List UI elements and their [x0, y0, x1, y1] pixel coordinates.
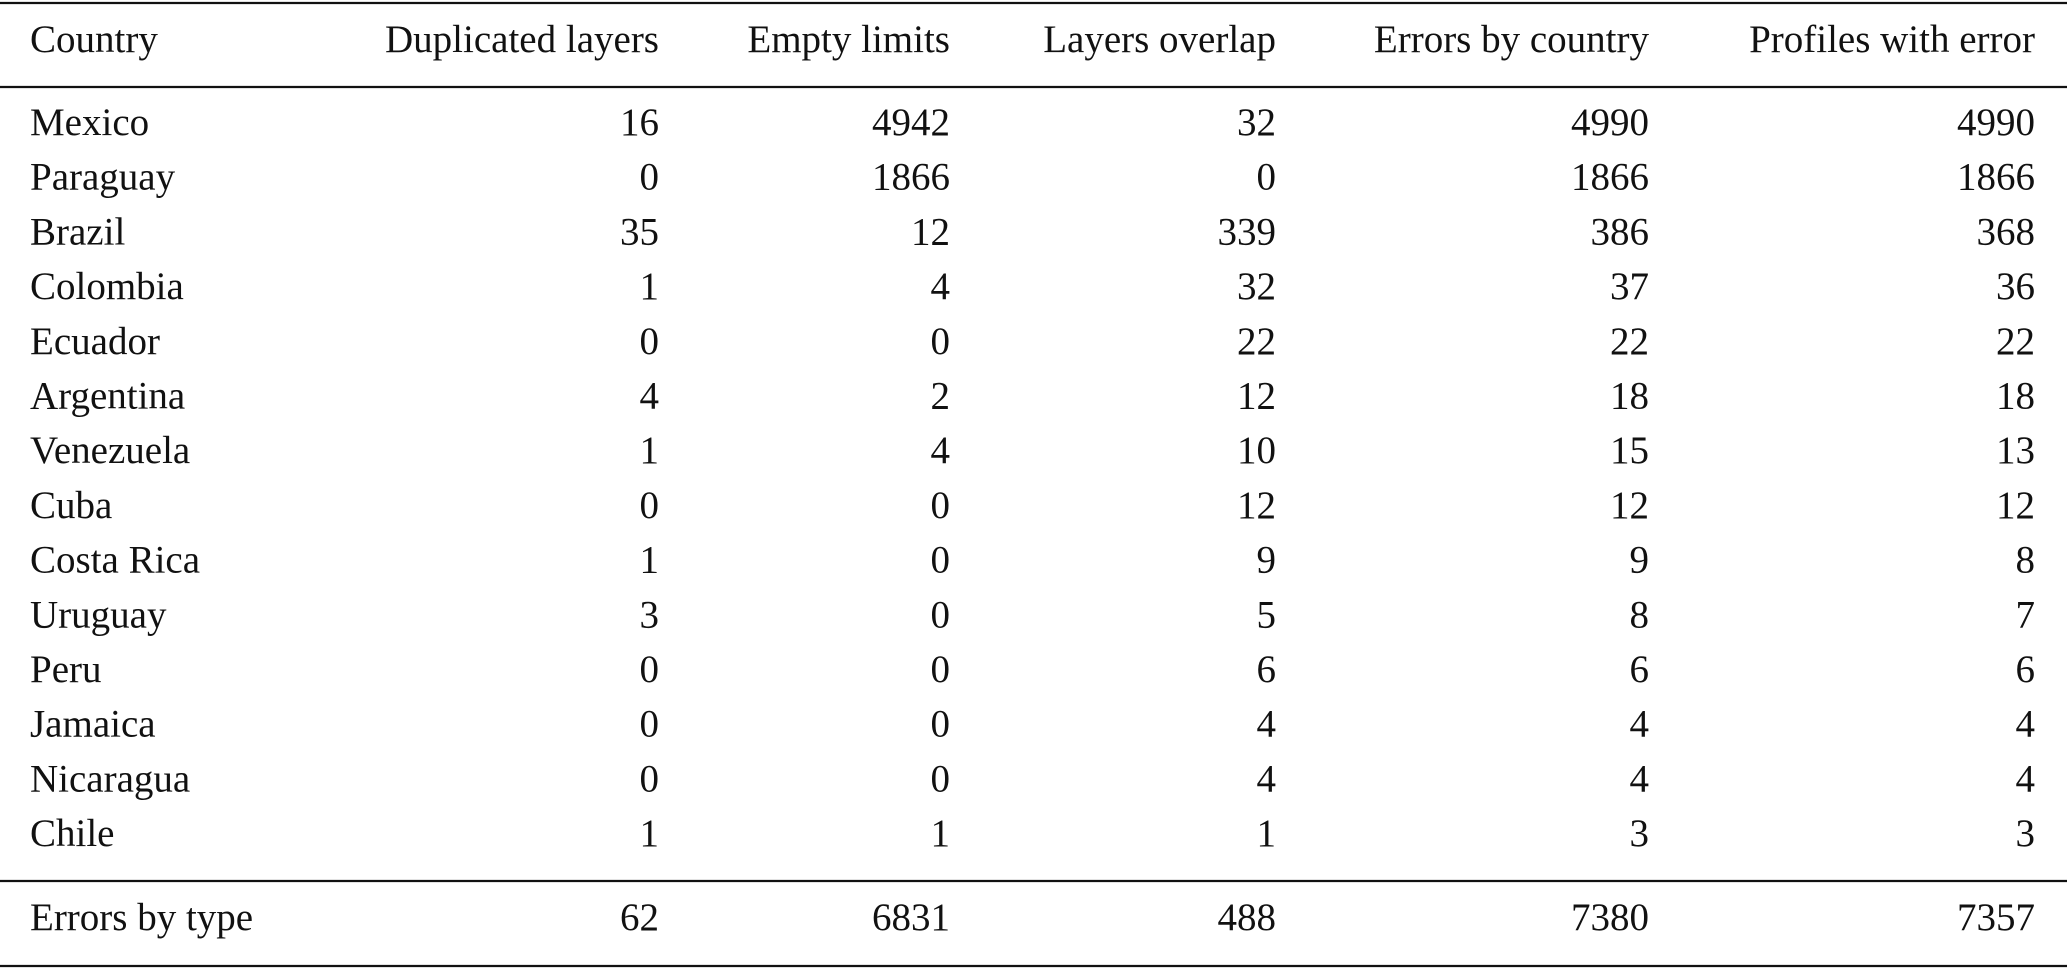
row-label: Argentina [30, 374, 185, 417]
row-cell: 3 [2016, 812, 2036, 855]
row-cell: 13 [1996, 429, 2035, 472]
row-label: Costa Rica [30, 539, 200, 582]
header-label: Country [30, 18, 158, 61]
row-cell: 4 [2016, 703, 2036, 746]
row-cell: 12 [1237, 484, 1276, 527]
row-cell: 10 [1237, 429, 1276, 472]
row-cell: 4 [1257, 757, 1277, 800]
header-cell: Errors by country [1374, 18, 1650, 61]
header-cell: Layers overlap [1043, 18, 1276, 61]
row-cell: 1866 [1571, 156, 1649, 199]
row-cell: 1 [1257, 812, 1277, 855]
row-cell: 4 [1630, 757, 1650, 800]
row-cell: 9 [1257, 539, 1277, 582]
row-cell: 3 [640, 593, 660, 636]
row-cell: 5 [1257, 593, 1277, 636]
header-cell: Profiles with error [1749, 18, 2035, 61]
row-label: Nicaragua [30, 757, 190, 800]
row-cell: 1 [640, 539, 660, 582]
row-cell: 1 [640, 265, 660, 308]
row-label: Cuba [30, 484, 112, 527]
row-label: Colombia [30, 265, 184, 308]
row-cell: 3 [1630, 812, 1650, 855]
row-label: Venezuela [30, 429, 190, 472]
row-cell: 37 [1610, 265, 1649, 308]
row-label: Jamaica [30, 703, 156, 746]
row-cell: 4 [640, 374, 660, 417]
row-cell: 1 [931, 812, 951, 855]
footer-cell: 7380 [1571, 896, 1649, 939]
row-label: Mexico [30, 101, 149, 144]
row-label: Chile [30, 812, 115, 855]
row-label: Uruguay [30, 593, 167, 636]
row-cell: 0 [931, 539, 951, 582]
row-cell: 0 [931, 648, 951, 691]
row-cell: 0 [640, 156, 660, 199]
row-cell: 0 [640, 484, 660, 527]
row-cell: 2 [931, 374, 951, 417]
row-cell: 339 [1218, 210, 1277, 253]
row-cell: 6 [2016, 648, 2036, 691]
row-cell: 4990 [1957, 101, 2035, 144]
row-cell: 9 [1630, 539, 1650, 582]
row-cell: 6 [1630, 648, 1650, 691]
row-cell: 1 [640, 429, 660, 472]
row-cell: 32 [1237, 101, 1276, 144]
row-cell: 4 [931, 265, 951, 308]
row-cell: 0 [1257, 156, 1277, 199]
row-cell: 0 [640, 757, 660, 800]
footer-cell: 7357 [1957, 896, 2035, 939]
row-cell: 0 [931, 757, 951, 800]
row-cell: 4990 [1571, 101, 1649, 144]
row-label: Peru [30, 648, 102, 691]
header-cell: Duplicated layers [385, 18, 659, 61]
footer-cell: 6831 [872, 896, 950, 939]
footer-cell: 488 [1218, 896, 1277, 939]
row-cell: 12 [1237, 374, 1276, 417]
row-cell: 32 [1237, 265, 1276, 308]
row-label: Paraguay [30, 156, 176, 199]
row-cell: 0 [640, 320, 660, 363]
row-cell: 4942 [872, 101, 950, 144]
row-cell: 8 [2016, 539, 2036, 582]
row-cell: 0 [931, 320, 951, 363]
row-cell: 7 [2016, 593, 2036, 636]
row-cell: 35 [620, 210, 659, 253]
row-cell: 0 [931, 703, 951, 746]
row-cell: 4 [1257, 703, 1277, 746]
footer-cell: 62 [620, 896, 659, 939]
row-cell: 4 [1630, 703, 1650, 746]
row-cell: 22 [1610, 320, 1649, 363]
row-cell: 4 [931, 429, 951, 472]
row-cell: 0 [931, 593, 951, 636]
row-cell: 1866 [1957, 156, 2035, 199]
row-cell: 0 [640, 703, 660, 746]
row-cell: 36 [1996, 265, 2035, 308]
row-cell: 368 [1977, 210, 2036, 253]
row-cell: 18 [1610, 374, 1649, 417]
row-cell: 1 [640, 812, 660, 855]
row-cell: 6 [1257, 648, 1277, 691]
header-cell: Empty limits [747, 18, 950, 61]
row-cell: 8 [1630, 593, 1650, 636]
footer-label: Errors by type [30, 896, 253, 939]
row-cell: 16 [620, 101, 659, 144]
row-cell: 1866 [872, 156, 950, 199]
row-cell: 18 [1996, 374, 2035, 417]
row-cell: 386 [1591, 210, 1650, 253]
row-cell: 0 [931, 484, 951, 527]
row-cell: 12 [911, 210, 950, 253]
row-cell: 12 [1996, 484, 2035, 527]
row-cell: 15 [1610, 429, 1649, 472]
row-cell: 4 [2016, 757, 2036, 800]
row-cell: 0 [640, 648, 660, 691]
row-label: Ecuador [30, 320, 160, 363]
row-cell: 12 [1610, 484, 1649, 527]
row-cell: 22 [1996, 320, 2035, 363]
row-label: Brazil [30, 210, 125, 253]
row-cell: 22 [1237, 320, 1276, 363]
